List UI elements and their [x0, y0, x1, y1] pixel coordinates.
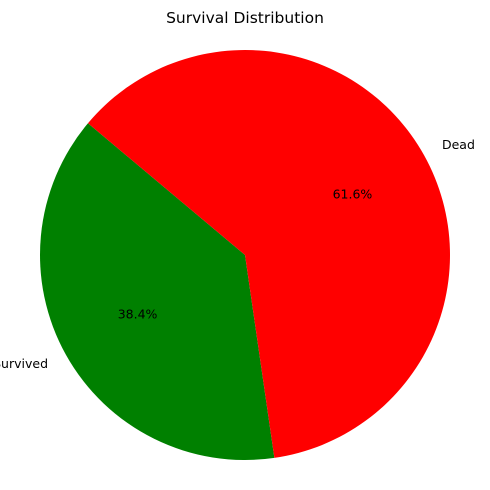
pie-slices — [39, 50, 450, 461]
pie-slice-dead — [87, 50, 450, 458]
slice-label-dead: Dead — [442, 137, 475, 152]
slice-label-survived: Survived — [0, 356, 48, 371]
pie-labels: Survived 38.4% Dead 61.6% — [0, 137, 475, 371]
chart-title: Survival Distribution — [166, 9, 324, 27]
pie-slice-survived — [39, 123, 275, 461]
slice-percent-survived: 38.4% — [118, 306, 158, 321]
slice-percent-dead: 61.6% — [333, 187, 373, 202]
